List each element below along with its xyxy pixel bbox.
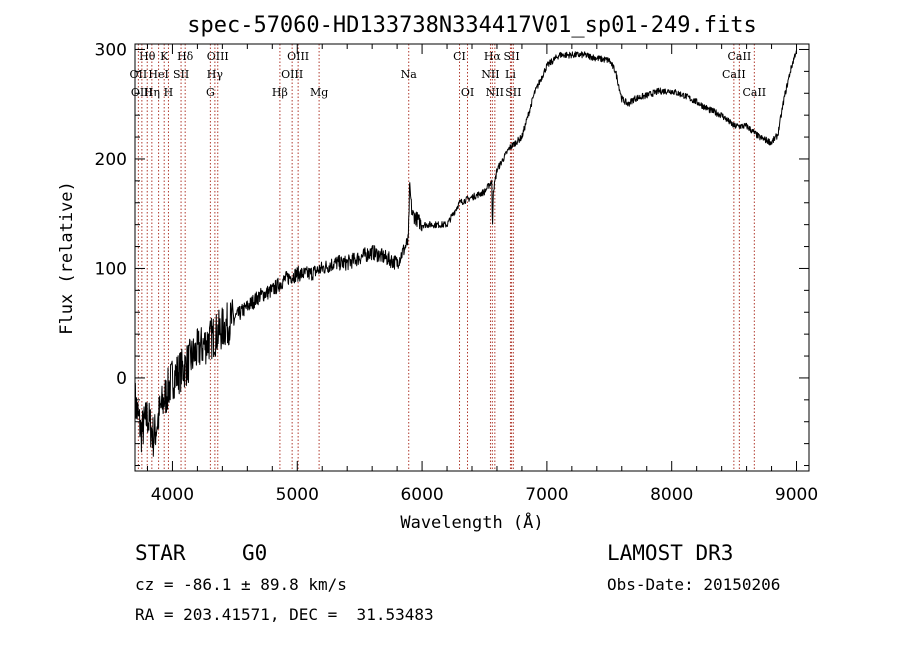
- y-tick-label: 200: [95, 150, 127, 170]
- y-tick-label: 100: [95, 259, 127, 279]
- x-tick-label: 4000: [151, 485, 194, 505]
- spectral-line-label: CaII: [742, 86, 766, 99]
- spectral-line-label: H: [164, 86, 174, 99]
- spectral-line-label: HeI: [148, 68, 168, 81]
- spectral-line-label: OII: [130, 68, 148, 81]
- spectral-line-label: NII: [486, 86, 504, 99]
- spectral-line-label: SII: [503, 50, 519, 63]
- coordinates: RA = 203.41571, DEC = 31.53483: [135, 605, 434, 624]
- spectral-line-label: Mg: [310, 86, 328, 99]
- x-tick-label: 6000: [400, 485, 443, 505]
- spectral-line-label: K: [160, 50, 169, 63]
- spectral-line-label: OIII: [131, 86, 153, 99]
- obs-date: Obs-Date: 20150206: [607, 575, 780, 594]
- spectral-line-label: Hβ: [272, 86, 288, 99]
- spectral-line-label: SII: [505, 86, 521, 99]
- spectral-line-label: OI: [461, 86, 474, 99]
- spectral-line-label: OIII: [287, 50, 309, 63]
- y-axis-label: Flux (relative): [57, 181, 77, 335]
- spectral-line-label: CaII: [728, 50, 752, 63]
- spectral-line-label: OIII: [207, 50, 229, 63]
- axis-ticks: 4000 5000 6000 7000 8000 9000 0 100 200 300: [95, 40, 819, 505]
- x-tick-label: 7000: [525, 485, 568, 505]
- spectral-subclass: G0: [242, 541, 267, 565]
- spectral-line-label: NII: [481, 68, 499, 81]
- spectral-line-label: Hα: [484, 50, 502, 63]
- spectral-line-label: Hγ: [207, 68, 224, 81]
- redshift-readout: cz = -86.1 ± 89.8 km/s: [135, 575, 347, 594]
- y-tick-label: 300: [95, 40, 127, 60]
- spectral-line-label: CaII: [722, 68, 746, 81]
- spectral-line-label: Li: [505, 68, 516, 81]
- x-tick-label: 8000: [650, 485, 693, 505]
- x-axis-label: Wavelength (Å): [400, 511, 543, 533]
- spectral-line-label: Hθ: [139, 50, 156, 63]
- spectral-line-label: Na: [401, 68, 418, 81]
- spectral-line-label: G: [206, 86, 215, 99]
- spectral-line-label: Hη: [144, 86, 160, 99]
- spectral-line-label: SII: [173, 68, 189, 81]
- spectrum-series-line: [134, 50, 797, 457]
- spectral-line-label: CI: [453, 50, 466, 63]
- x-tick-label: 9000: [775, 485, 818, 505]
- spectral-line-label: OIII: [281, 68, 303, 81]
- chart-title: spec-57060-HD133738N334417V01_sp01-249.f…: [187, 13, 757, 38]
- spectral-line-label: Hδ: [177, 50, 194, 63]
- survey-name: LAMOST DR3: [607, 541, 733, 565]
- y-tick-label: 0: [116, 369, 127, 389]
- x-tick-label: 5000: [276, 485, 319, 505]
- object-class: STAR: [135, 541, 186, 565]
